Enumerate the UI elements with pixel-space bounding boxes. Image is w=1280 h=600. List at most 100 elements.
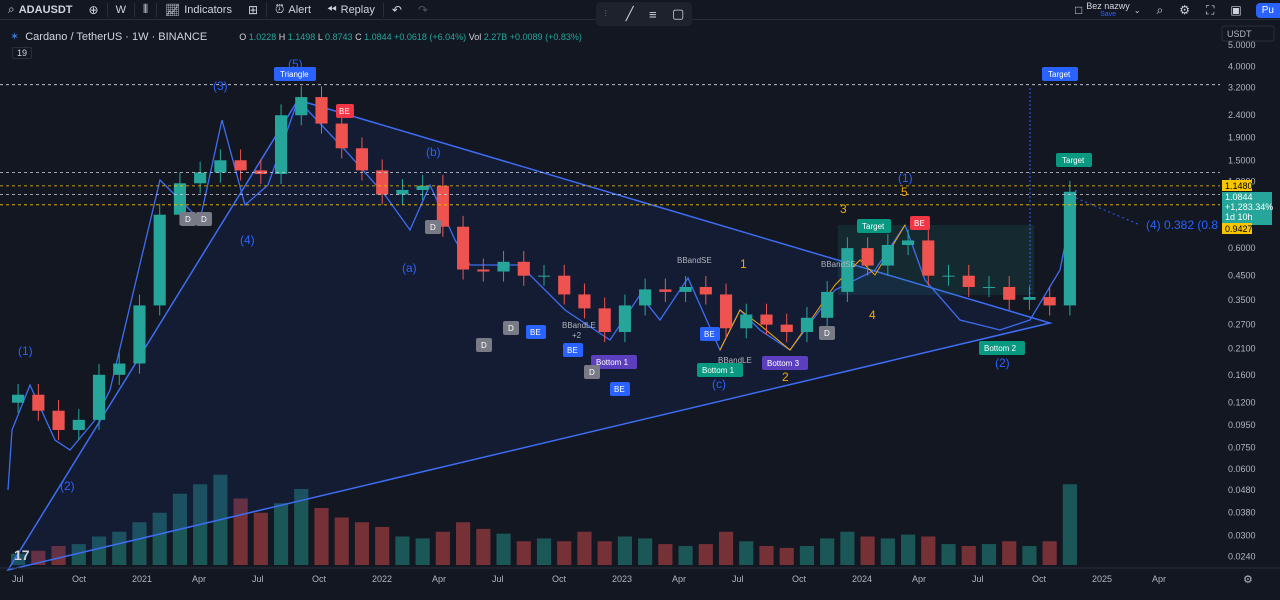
orange-label-1: 1	[740, 257, 747, 271]
candle-body	[800, 317, 814, 333]
be-tag-red-2[interactable]	[910, 216, 930, 230]
candle-body	[12, 394, 25, 403]
candle-body	[194, 172, 207, 184]
volume-bar	[840, 531, 855, 565]
volume-bar	[314, 508, 329, 565]
d-tag-4-text: D	[481, 341, 487, 350]
candle-body	[679, 286, 692, 292]
be-tag-blue-3[interactable]	[610, 382, 630, 396]
currency-box[interactable]	[1221, 25, 1275, 42]
orange-wave-labels: 1 2 3 4 5	[740, 185, 908, 384]
price-tick-label: 0.0240	[1228, 552, 1256, 562]
templates-button[interactable]: ⊞	[240, 0, 266, 20]
gear-icon: ⚙︎	[1179, 3, 1191, 17]
triangle-tag[interactable]	[274, 67, 316, 81]
undo-button[interactable]: ↶	[384, 0, 410, 20]
rectangle-icon[interactable]: ▢	[671, 6, 685, 21]
candle-body	[902, 240, 915, 245]
volume-bar	[739, 541, 754, 565]
time-tick-label: Oct	[72, 574, 87, 584]
indicators-button[interactable]: 📈︎ Indicators	[157, 0, 240, 20]
d-tag-7[interactable]	[584, 365, 600, 379]
volume-bar	[597, 541, 612, 565]
camera-icon: ▣	[1230, 3, 1242, 17]
bbandse-label-2: BBandSE	[821, 260, 856, 269]
divider	[133, 2, 135, 17]
candle-body	[659, 289, 672, 292]
bottom-teal-tag[interactable]	[697, 363, 743, 377]
bottom2-tag-text: Bottom 2	[984, 344, 1017, 353]
volume-bar	[779, 547, 794, 565]
volume-bar	[941, 544, 956, 565]
drag-handle-icon[interactable]: ⠇	[603, 8, 611, 19]
alert-button[interactable]: ⏰︎ Alert	[267, 0, 319, 20]
settings-button[interactable]: ⚙︎	[1171, 0, 1198, 20]
symbol-search[interactable]: ⌕ ADAUSDT	[0, 0, 81, 20]
candle-body	[396, 190, 409, 195]
wave-labels: (3) (5) (b) (4) (a) (1) (2) (c) (1) (2) …	[18, 57, 1218, 493]
bottom-bar	[0, 588, 1280, 600]
be-tag-blue-4[interactable]	[700, 327, 720, 341]
d-tag-5[interactable]	[503, 321, 519, 335]
snapshot-button[interactable]: ▣	[1222, 0, 1249, 20]
be-tag-red-1[interactable]	[336, 104, 354, 118]
indicators-label: Indicators	[184, 3, 232, 16]
fib-icon[interactable]: ≡	[648, 6, 657, 22]
candle-body	[578, 294, 591, 309]
volume-bar	[820, 538, 835, 565]
fullscreen-button[interactable]: ⛶	[1198, 0, 1222, 20]
indicator-count-toggle[interactable]: 19	[12, 47, 33, 59]
redo-button[interactable]: ↷	[410, 0, 436, 20]
bottom1-tag[interactable]	[591, 355, 637, 369]
d-tag-3[interactable]	[425, 220, 441, 234]
d-tag-6[interactable]	[819, 326, 835, 340]
candle-body	[32, 394, 45, 411]
axis-settings-icon[interactable]: ⚙︎	[1243, 574, 1253, 586]
candle-body	[639, 289, 652, 306]
bottom2-tag[interactable]	[979, 341, 1025, 355]
time-tick-label: Jul	[972, 574, 984, 584]
interval-button[interactable]: W	[108, 0, 134, 20]
time-tick-label: Oct	[312, 574, 327, 584]
horizontal-price-lines	[0, 84, 1220, 206]
candle-body	[274, 115, 288, 174]
candle-body	[457, 226, 470, 270]
price-tick-label: 0.0380	[1228, 508, 1256, 518]
chart-legend: ✶ Cardano / TetherUS · 1W · BINANCE O 1.…	[10, 30, 582, 44]
candle-body	[315, 97, 328, 124]
target-tag-mid[interactable]	[1056, 153, 1092, 167]
time-tick-label: 2023	[612, 574, 632, 584]
be-tag-blue-1[interactable]	[526, 325, 546, 339]
price-axis[interactable]: USDT 5.0000 4.0000 3.2000 2.4000 1.9000 1.500…	[1220, 20, 1280, 568]
d-tag-2[interactable]	[196, 212, 212, 226]
layout-button[interactable]: □ Bez nazwy Save ⌄	[1067, 0, 1148, 20]
time-axis[interactable]: Jul Oct 2021 Apr Jul Oct 2022 Apr Jul Oct 2023 Apr J…	[0, 567, 1280, 586]
replay-button[interactable]: ⏪︎ Replay	[319, 0, 383, 20]
volume-bars	[11, 474, 1077, 565]
candle-body	[922, 240, 935, 276]
d-tag-1[interactable]	[180, 212, 196, 226]
legend-title[interactable]: Cardano / TetherUS · 1W · BINANCE	[25, 30, 208, 43]
candle-body	[72, 419, 85, 430]
layout-name-block: Bez nazwy Save	[1086, 2, 1130, 19]
candle-body	[780, 324, 793, 333]
quick-search-button[interactable]: ⌕	[1149, 0, 1172, 20]
compare-button[interactable]: ⊕	[81, 0, 107, 20]
publish-button[interactable]: Pu	[1255, 2, 1280, 18]
volume-bar	[152, 512, 167, 565]
volume-bar	[132, 522, 147, 565]
replay-label: Replay	[340, 3, 375, 16]
price-chart[interactable]: USDT 5.0000 4.0000 3.2000 2.4000 1.9000 1.500…	[0, 20, 1280, 588]
candle-body	[841, 248, 854, 292]
candle-body	[1023, 297, 1036, 300]
trend-line-icon[interactable]: ╱	[625, 6, 634, 21]
chart-type-button[interactable]: ⫴	[135, 0, 156, 20]
be-tag-blue-2[interactable]	[563, 343, 583, 357]
price-tick-label: 0.3500	[1228, 295, 1256, 305]
target-tag-small[interactable]	[857, 219, 891, 233]
price-tick-label: 3.2000	[1228, 83, 1256, 93]
target-tag-top[interactable]	[1042, 67, 1078, 81]
d-tag-4[interactable]	[476, 338, 492, 352]
bottom3-tag[interactable]	[762, 356, 808, 370]
high-value: 1.1498	[287, 31, 316, 42]
